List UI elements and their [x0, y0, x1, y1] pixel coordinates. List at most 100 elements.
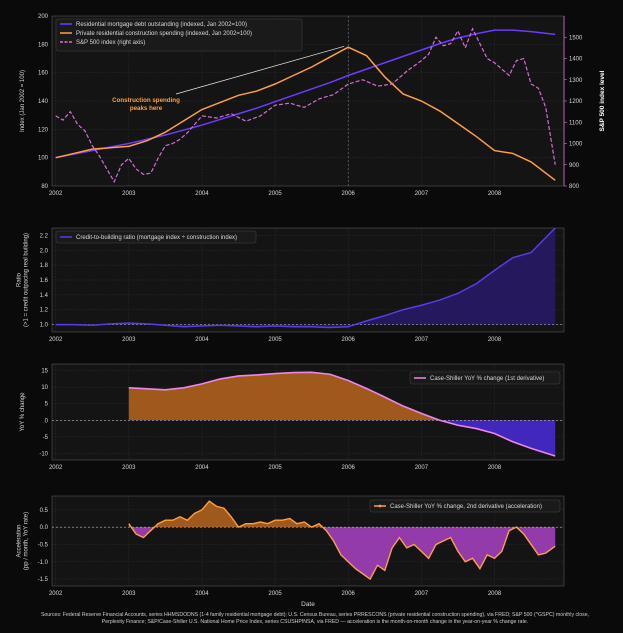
panel-0-ytick: 160 [38, 71, 49, 77]
panel-0-ytick: 120 [38, 127, 49, 133]
panel-1-ytick: 1.0 [40, 323, 49, 329]
panel-3-ytick: 0.0 [40, 525, 49, 531]
panel-1-xtick-2003: 2003 [122, 337, 136, 343]
x-axis-label: Date [301, 601, 315, 608]
panel-1-xtick-2002: 2002 [49, 337, 63, 343]
panel-3-ytick: 0.5 [40, 508, 49, 514]
panel-2-xtick-2006: 2006 [342, 465, 356, 471]
panel-1-ytick: 2.0 [40, 248, 49, 254]
right-axis-ticklabel: 1500 [569, 35, 583, 41]
annotation-arrow [175, 45, 345, 95]
legend-label-yoy: Case-Shiller YoY % change (1st derivativ… [430, 376, 544, 382]
legend-label-mortgage-debt-line: Residential mortgage debt outstanding (i… [76, 22, 247, 28]
panel-0-ytick: 140 [38, 99, 49, 105]
panel-3-legend: Case-Shiller YoY % change, 2nd derivativ… [369, 499, 561, 513]
yoy-line [128, 371, 556, 457]
right-axis-ticklabel: 1100 [569, 120, 583, 126]
panel-2-xtick-2002: 2002 [49, 465, 63, 471]
panel-3-xtick-2004: 2004 [195, 591, 209, 597]
acceleration-line [128, 500, 556, 581]
panel-1-xtick-2007: 2007 [415, 337, 429, 343]
legend-label-ratio: Credit-to-building ratio (mortgage index… [76, 235, 237, 241]
panel-0-xtick-2005: 2005 [268, 191, 282, 197]
panel-0-legend: Residential mortgage debt outstanding (i… [55, 18, 303, 52]
panel-3-positive-fill [128, 501, 517, 528]
panel-2-ytick: -5 [43, 435, 49, 441]
panel-1-legend: Credit-to-building ratio (mortgage index… [55, 230, 257, 244]
panel-3-xtick-2008: 2008 [488, 591, 502, 597]
panel-3-xtick-2003: 2003 [122, 591, 136, 597]
annotation-text-line2: peaks here [130, 105, 163, 112]
mortgage-debt-line [55, 29, 556, 159]
panel-1-ytick: 1.8 [40, 263, 49, 269]
panel-3-ytick: -1.0 [38, 560, 49, 566]
right-axis-ticklabel: 1400 [569, 57, 583, 63]
panel-1-ylabel: Ratio [17, 272, 23, 287]
panel-3-ytick: -0.5 [38, 542, 49, 548]
panel-0-xtick-2004: 2004 [195, 191, 209, 197]
right-axis-label: S&P 500 index level [599, 70, 606, 131]
panel-0-ytick: 100 [38, 156, 49, 162]
panel-2-ytick: 10 [41, 385, 48, 391]
panel-0-xtick-2008: 2008 [488, 191, 502, 197]
panel-2-xtick-2005: 2005 [268, 465, 282, 471]
panel-2-xtick-2004: 2004 [195, 465, 209, 471]
right-axis-ticklabel: 1200 [569, 99, 583, 105]
legend-box [409, 371, 561, 385]
right-axis-ticklabel: 1000 [569, 142, 583, 148]
right-axis-ticklabel: 1300 [569, 78, 583, 84]
sp500-line [55, 27, 556, 184]
panel-0-xtick-2003: 2003 [122, 191, 136, 197]
panel-2-ytick: 15 [41, 369, 48, 375]
panel-1-xtick-2008: 2008 [488, 337, 502, 343]
panel-0-ylabel: Index (Jan 2002 = 100) [20, 70, 26, 132]
right-axis-ticklabel: 800 [569, 184, 580, 190]
panel-0-xtick-2002: 2002 [49, 191, 63, 197]
panel-2-legend: Case-Shiller YoY % change (1st derivativ… [409, 371, 561, 385]
panel-0-ytick: 180 [38, 42, 49, 48]
panel-3-ylabel: (pp / month, YoY rate) [24, 512, 30, 570]
legend-label-construction-spending-line: Private residential construction spendin… [76, 31, 252, 37]
panel-1-ylabel: (>1 = credit outpacing real building) [24, 233, 30, 327]
panel-0-xtick-2006: 2006 [342, 191, 356, 197]
panel-1-xtick-2004: 2004 [195, 337, 209, 343]
legend-box [369, 499, 561, 513]
panel-2-ytick: -10 [39, 451, 48, 457]
panel-3-xtick-2002: 2002 [49, 591, 63, 597]
panel-3-negative-fill [128, 527, 556, 580]
right-axis-ticklabel: 900 [569, 163, 580, 169]
panel-2-xtick-2008: 2008 [488, 465, 502, 471]
sources-footnote: Sources: Federal Reserve Financial Accou… [40, 612, 590, 625]
panel-0-ytick: 80 [41, 184, 48, 190]
panel-3-xtick-2005: 2005 [268, 591, 282, 597]
panel-2-ytick: 0 [45, 418, 49, 424]
panel-3-ylabel: Acceleration [17, 524, 23, 557]
panel-1-ytick: 1.6 [40, 278, 49, 284]
panel-3-xtick-2007: 2007 [415, 591, 429, 597]
legend-label-sp500-line: S&P 500 index (right axis) [76, 40, 145, 46]
panel-2-ylabel: YoY % change [20, 392, 26, 432]
ratio-area-fill [55, 228, 556, 328]
panel-3-xtick-2006: 2006 [342, 591, 356, 597]
panel-2-xtick-2003: 2003 [122, 465, 136, 471]
panel-1-ytick: 1.2 [40, 308, 49, 314]
panel-1-ytick: 2.2 [40, 233, 49, 239]
legend-box [55, 230, 257, 244]
legend-marker-accel [378, 504, 382, 508]
panel-1-xtick-2005: 2005 [268, 337, 282, 343]
panel-2-positive-fill [128, 372, 440, 421]
panel-2-ytick: 5 [45, 402, 49, 408]
panel-0-ytick: 200 [38, 14, 49, 20]
annotation-text-line1: Construction spending [112, 97, 180, 104]
legend-box [55, 18, 303, 52]
panel-1-ytick: 1.4 [40, 293, 49, 299]
panel-2-xtick-2007: 2007 [415, 465, 429, 471]
ratio-line [55, 227, 556, 329]
panel-0-xtick-2007: 2007 [415, 191, 429, 197]
panel-2-negative-fill [128, 420, 556, 457]
panel-3-ytick: -1.5 [38, 577, 49, 583]
panel-1-xtick-2006: 2006 [342, 337, 356, 343]
legend-label-accel: Case-Shiller YoY % change, 2nd derivativ… [390, 504, 542, 510]
construction-spending-line [55, 46, 556, 181]
